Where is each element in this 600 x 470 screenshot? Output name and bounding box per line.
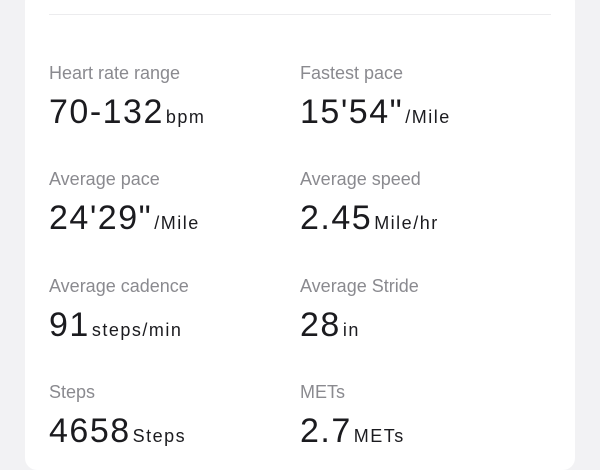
metric-label: Heart rate range [49,63,181,83]
metric-unit: Mile/hr [374,213,439,233]
metric-unit: in [342,320,360,340]
section-divider [49,14,551,15]
metric-average-cadence: Average cadence 91 steps/min [49,275,289,352]
metric-value: 15'54" [300,93,404,131]
metric-value: 4658 [49,412,131,450]
metric-value: 2.7 [300,412,352,450]
metric-unit: steps/min [91,320,183,340]
metric-value: 2.45 [300,199,373,237]
metric-value: 28 [300,306,341,344]
metric-heart-rate-range: Heart rate range 70-132 bpm [49,62,289,139]
metric-unit: Steps [132,426,187,446]
metric-unit: /Mile [405,107,451,127]
metric-average-speed: Average speed 2.45 Mile/hr [300,168,540,245]
metric-value: 91 [49,306,90,344]
metric-value: 24'29" [49,199,153,237]
metric-value-row: 4658 Steps [49,411,289,458]
metric-label: Average pace [49,169,160,189]
metric-value-row: 15'54"/Mile [300,92,540,139]
metric-label: Average Stride [300,276,419,296]
metric-label: METs [300,382,345,402]
metric-label: Fastest pace [300,63,404,83]
metric-steps: Steps 4658 Steps [49,381,289,458]
metric-label: Steps [49,382,96,402]
metric-unit: bpm [165,107,206,127]
metric-average-pace: Average pace 24'29"/Mile [49,168,289,245]
metric-fastest-pace: Fastest pace 15'54"/Mile [300,62,540,139]
metric-value: 70-132 [49,93,164,131]
metric-value-row: 91 steps/min [49,305,289,352]
metric-value-row: 28 in [300,305,540,352]
metric-value-row: 2.45 Mile/hr [300,198,540,245]
metric-unit: METs [353,426,405,446]
metric-unit: /Mile [154,213,200,233]
workout-stats-card: Heart rate range 70-132 bpm Fastest pace … [25,0,575,470]
metric-average-stride: Average Stride 28 in [300,275,540,352]
metric-mets: METs 2.7 METs [300,381,540,458]
metric-value-row: 2.7 METs [300,411,540,458]
metric-label: Average speed [300,169,421,189]
metric-value-row: 70-132 bpm [49,92,289,139]
metric-label: Average cadence [49,276,189,296]
metric-value-row: 24'29"/Mile [49,198,289,245]
